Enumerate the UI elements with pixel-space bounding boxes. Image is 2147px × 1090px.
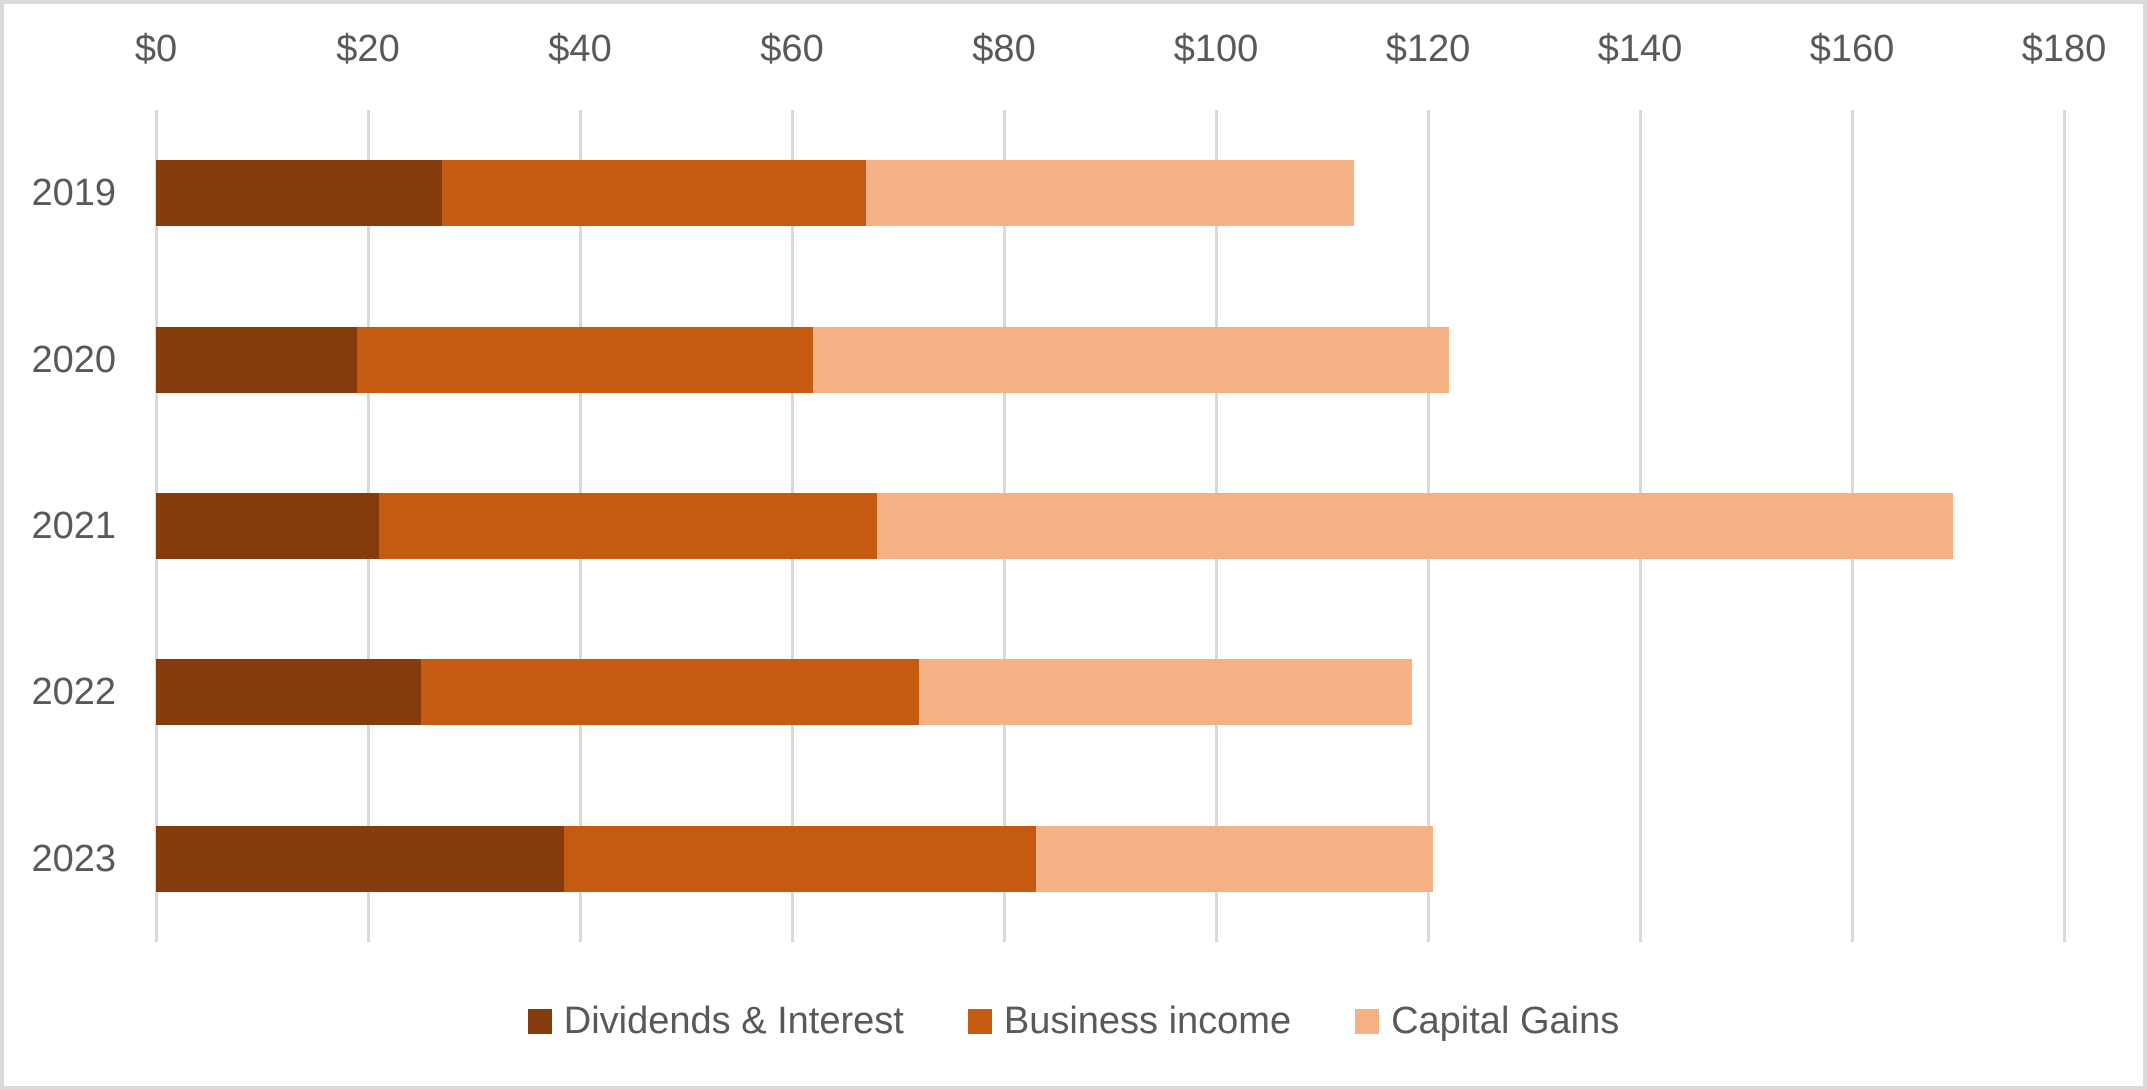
bar-segment (866, 160, 1354, 227)
legend-item: Capital Gains (1355, 1000, 1619, 1043)
legend-swatch (967, 1009, 992, 1034)
x-tick-label: $120 (1385, 28, 1471, 70)
bar-segment (919, 659, 1413, 726)
x-tick-label: $140 (1597, 28, 1683, 70)
bar-segment (156, 160, 443, 227)
x-tick-label: $180 (2021, 28, 2107, 70)
gridline (2062, 110, 2066, 942)
bar-segment (357, 326, 814, 393)
bar-segment (564, 825, 1036, 892)
y-category-label: 2022 (31, 671, 116, 714)
legend-item: Dividends & Interest (527, 1000, 904, 1043)
legend-swatch (1355, 1009, 1380, 1034)
legend-item: Business income (967, 1000, 1292, 1043)
bar-segment (156, 326, 358, 393)
x-tick-label: $160 (1809, 28, 1895, 70)
bar-segment (378, 493, 877, 559)
legend-label: Business income (1003, 1000, 1292, 1042)
legend-swatch (527, 1009, 552, 1034)
legend-label: Capital Gains (1391, 1000, 1620, 1042)
y-category-label: 2020 (31, 338, 116, 381)
y-category-label: 2023 (31, 837, 116, 880)
x-tick-label: $20 (336, 28, 400, 70)
x-tick-label: $100 (1173, 28, 1259, 70)
x-tick-label: $40 (548, 28, 612, 70)
legend: Dividends & Interest Business income Capit… (4, 1000, 2143, 1043)
bar-segment (1035, 825, 1434, 892)
bar-segment (813, 326, 1450, 393)
bar-segment (156, 825, 565, 892)
x-tick-label: $60 (760, 28, 824, 70)
y-category-label: 2019 (31, 172, 116, 215)
legend-label: Dividends & Interest (563, 1000, 904, 1042)
bar-segment (876, 493, 1953, 559)
bar-segment (442, 160, 867, 227)
x-tick-label: $0 (134, 28, 178, 70)
bar-segment (421, 659, 920, 726)
bar-segment (156, 659, 421, 726)
bar-segment (156, 493, 379, 559)
y-category-label: 2021 (31, 505, 116, 547)
x-tick-label: $80 (972, 28, 1036, 70)
